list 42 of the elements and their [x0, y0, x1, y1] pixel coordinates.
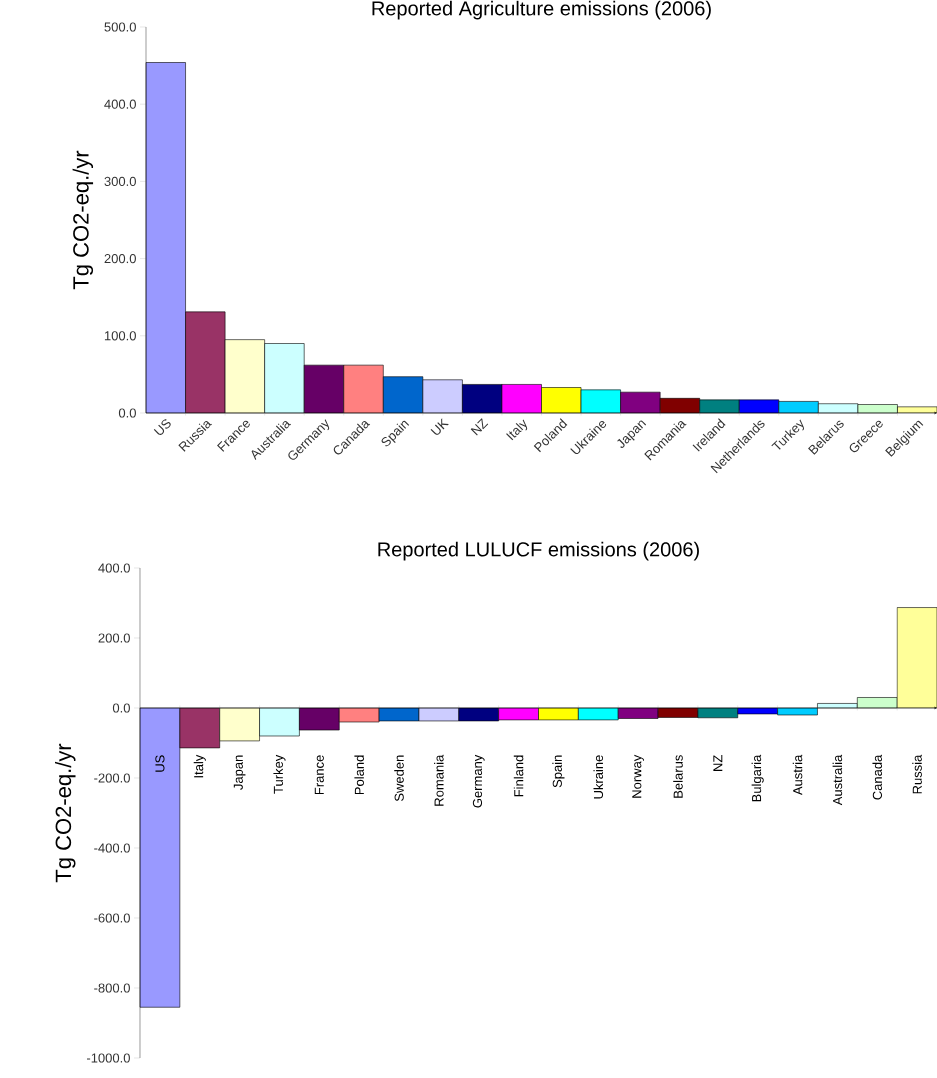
x-tick-label: Japan [233, 755, 246, 790]
x-tick-label: Romania [434, 754, 444, 806]
x-tick-label: Poland [354, 755, 364, 795]
x-tick-label: Turkey [273, 754, 286, 794]
y-tick-label: 500.0 [104, 22, 136, 32]
y-tick-label: 0.0 [118, 408, 136, 418]
y-tick-label: 200.0 [104, 253, 136, 264]
x-tick-label: Russia [912, 754, 922, 794]
x-tick-label: France [314, 755, 324, 795]
y-tick-label: -800.0 [94, 983, 130, 993]
x-tick-label: Australia [832, 754, 843, 806]
y-tick-label: -600.0 [94, 913, 130, 923]
x-tick-label: Belarus [673, 755, 683, 798]
y-tick-label: 0.0 [112, 703, 130, 713]
x-tick-label: Ukraine [593, 755, 604, 799]
y-tick-label: -400.0 [94, 843, 130, 853]
x-tick-label: NZ [713, 755, 723, 771]
x-tick-label: Norway [632, 754, 644, 798]
y-tick-label: 400.0 [104, 99, 136, 109]
x-tick-label: Italy [193, 754, 206, 778]
chart-title: Reported Agriculture emissions (2006) [372, 0, 711, 20]
x-tick-label: UK [430, 418, 449, 435]
x-tick-label: Bulgaria [751, 754, 764, 802]
x-tick-label: Canada [872, 754, 882, 800]
x-tick-label: NZ [470, 418, 489, 436]
y-axis-title: Tg CO2-eq./yr [54, 743, 76, 883]
x-tick-label: Spain [552, 755, 565, 788]
x-tick-label: US [155, 755, 165, 772]
y-tick-label: -200.0 [94, 773, 130, 783]
x-tick-label: Germany [472, 754, 485, 808]
y-tick-label: 200.0 [98, 633, 130, 643]
y-axis-title: Tg CO2-eq./yr [72, 150, 94, 290]
x-tick-label: US [153, 419, 171, 435]
x-tick-label: Austria [792, 754, 803, 796]
y-tick-label: 100.0 [104, 331, 136, 341]
y-tick-label: -1000.0 [86, 1053, 130, 1063]
x-tick-label: Sweden [394, 755, 404, 802]
x-tick-label: Italy [506, 419, 528, 441]
y-tick-label: 300.0 [104, 176, 136, 186]
y-tick-label: 400.0 [98, 563, 130, 573]
chart-title: Reported LULUCF emissions (2006) [378, 541, 699, 561]
x-tick-label: Finland [513, 755, 524, 797]
